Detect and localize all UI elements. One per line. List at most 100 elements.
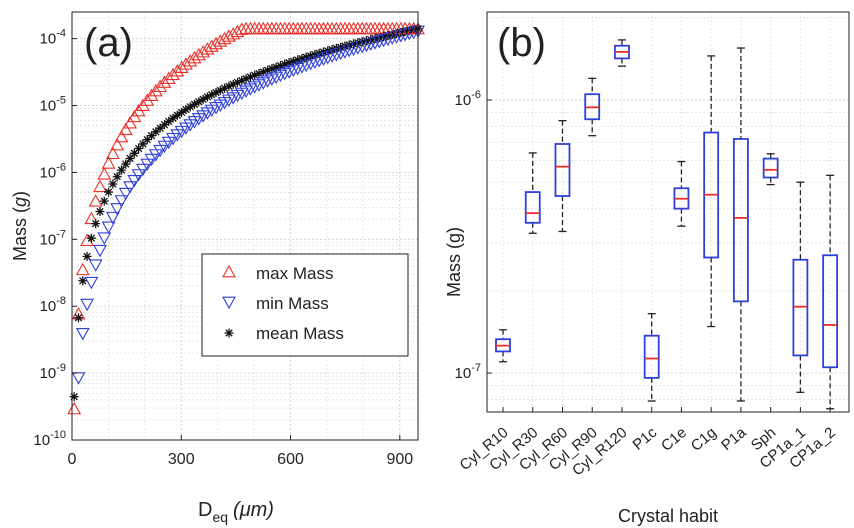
min-mass-point xyxy=(71,372,86,385)
mean-mass-point xyxy=(108,179,118,189)
mean-mass-point xyxy=(310,50,320,60)
max-mass-point xyxy=(303,21,318,35)
panel-a-ylabel: Mass (g) xyxy=(10,191,30,261)
min-mass-point xyxy=(118,187,133,201)
y-tick-label: 10-7 xyxy=(40,228,66,248)
panel-a-ylabel-main: Mass ( xyxy=(10,207,30,261)
min-mass-point xyxy=(105,211,120,225)
min-mass-point xyxy=(131,169,146,182)
max-mass-point xyxy=(230,24,245,38)
min-mass-point xyxy=(136,163,150,177)
max-mass-point xyxy=(178,57,193,70)
mean-mass-point xyxy=(202,92,212,102)
max-mass-point xyxy=(166,67,180,81)
panel-b-axes-frame xyxy=(486,11,850,413)
mean-mass-point xyxy=(78,276,88,286)
panel-a-axes-frame xyxy=(71,11,419,441)
box-cyl-r30 xyxy=(524,152,541,234)
max-mass-point xyxy=(114,129,129,143)
min-mass-point xyxy=(84,276,99,290)
max-mass-point xyxy=(363,21,378,35)
panel-b-label: (b) xyxy=(497,21,546,65)
max-mass-point xyxy=(105,146,120,160)
max-mass-point xyxy=(161,71,176,84)
max-mass-point xyxy=(338,21,352,35)
mean-mass-point xyxy=(237,76,247,86)
y-tick-label: 10-6 xyxy=(40,161,66,181)
mean-mass-point xyxy=(353,38,363,48)
box-iqr xyxy=(792,258,809,357)
mean-mass-point xyxy=(198,94,208,104)
max-mass-point xyxy=(174,60,189,74)
y-tick-label: 10-9 xyxy=(40,362,66,382)
max-mass-point xyxy=(264,21,279,35)
legend-marker-asterisk xyxy=(224,328,234,338)
x-tick-label: 0 xyxy=(68,451,77,468)
max-mass-point xyxy=(355,21,370,35)
panel-a-label: (a) xyxy=(84,21,133,65)
mean-mass-point xyxy=(297,54,307,64)
max-mass-point xyxy=(144,88,159,101)
max-mass-point xyxy=(359,21,374,35)
max-mass-point xyxy=(101,156,116,169)
mean-mass-point xyxy=(121,159,131,169)
y-tick-label: 10-4 xyxy=(40,28,66,48)
legend-box xyxy=(201,253,409,357)
x-tick-label: 600 xyxy=(277,451,304,468)
mean-mass-point xyxy=(207,90,217,100)
mean-mass-point xyxy=(86,233,96,243)
max-mass-point xyxy=(316,21,331,35)
box-p1c xyxy=(643,313,660,402)
min-mass-point xyxy=(144,153,159,167)
mean-mass-point xyxy=(194,97,204,107)
mean-mass-point xyxy=(147,131,157,141)
mean-mass-point xyxy=(134,143,144,153)
box-cp1a-2 xyxy=(822,174,839,410)
min-mass-point xyxy=(260,75,275,88)
max-mass-point xyxy=(333,21,348,35)
legend-marker-mean xyxy=(224,328,234,338)
x-tick-label: C1e xyxy=(658,424,690,455)
max-mass-point xyxy=(329,21,344,35)
max-mass-point xyxy=(260,21,275,35)
mean-mass-point xyxy=(164,116,174,126)
max-mass-point xyxy=(75,262,90,276)
max-mass-point xyxy=(256,21,271,35)
box-iqr xyxy=(643,334,660,379)
mean-mass-point xyxy=(155,123,165,133)
box-cyl-r90 xyxy=(584,77,601,137)
mean-mass-point xyxy=(314,48,324,58)
box-iqr xyxy=(554,143,571,197)
x-tick-label: 900 xyxy=(386,451,413,468)
mean-mass-point xyxy=(99,196,109,206)
box-cyl-r60 xyxy=(554,120,571,233)
min-mass-point xyxy=(80,298,95,312)
mean-mass-point xyxy=(220,83,230,93)
panel-a-xlabel: Deq (μm) xyxy=(198,499,274,525)
mean-mass-point xyxy=(116,165,126,175)
mean-mass-point xyxy=(241,74,251,84)
min-mass-point xyxy=(110,203,125,216)
panel-b-grid xyxy=(487,12,849,412)
mean-mass-point xyxy=(349,39,359,49)
mean-mass-point xyxy=(275,61,285,71)
legend-marker-triangle-up xyxy=(222,264,236,278)
min-mass-point xyxy=(97,232,112,245)
panel-a-ticks: 0 300 600 900 10-10 10-9 10-8 10-7 10-6 10-5 10-4 xyxy=(33,28,413,468)
max-mass-point xyxy=(97,167,112,180)
x-tick-label: 300 xyxy=(168,451,195,468)
min-mass-point xyxy=(127,175,142,188)
max-mass-point xyxy=(110,137,125,151)
panel-b-ticks: 10-710-6Cyl_R10Cyl_R30Cyl_R60Cyl_R90Cyl_… xyxy=(455,89,839,479)
legend-marker-min xyxy=(222,296,236,310)
mean-mass-point xyxy=(151,127,161,137)
max-mass-point xyxy=(234,22,249,35)
panel-b-xlabel: Crystal habit xyxy=(618,506,718,526)
mean-mass-point xyxy=(172,110,182,120)
mean-mass-point xyxy=(177,107,187,117)
max-mass-point xyxy=(342,21,357,35)
min-mass-point xyxy=(88,259,103,272)
min-mass-point xyxy=(273,69,288,83)
max-mass-point xyxy=(368,21,382,35)
mean-mass-point xyxy=(267,64,277,74)
